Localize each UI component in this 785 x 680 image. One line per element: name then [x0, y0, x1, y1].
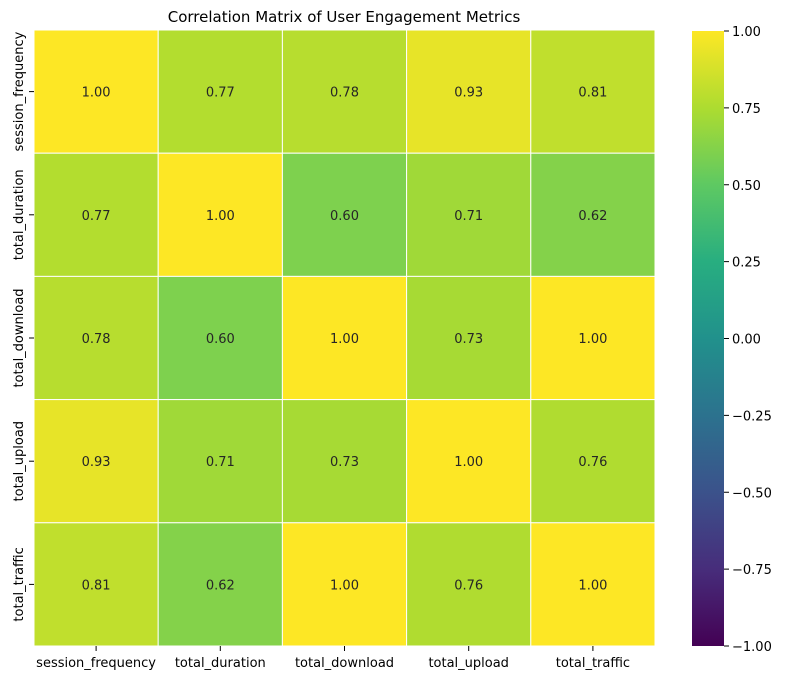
cell-value-label: 0.81 — [578, 86, 607, 101]
cell-value-label: 0.78 — [330, 86, 359, 101]
cell-value-label: 0.71 — [454, 209, 483, 224]
cell-value-label: 0.93 — [82, 455, 111, 470]
cell-value-label: 1.00 — [330, 332, 359, 347]
cell-value-label: 1.00 — [578, 332, 607, 347]
chart-title: Correlation Matrix of User Engagement Me… — [168, 8, 521, 26]
x-tick-label: total_upload — [428, 656, 509, 671]
cell-value-label: 0.73 — [454, 332, 483, 347]
y-tick-label: total_upload — [12, 421, 27, 502]
cell-value-label: 0.62 — [578, 209, 607, 224]
y-tick-label: total_download — [12, 288, 27, 387]
cell-value-label: 1.00 — [330, 578, 359, 593]
cell-value-label: 1.00 — [82, 86, 111, 101]
cell-value-label: 0.77 — [82, 209, 111, 224]
cell-value-label: 1.00 — [454, 455, 483, 470]
colorbar-tick-label: 0.00 — [732, 333, 761, 348]
cell-value-label: 0.76 — [454, 578, 483, 593]
colorbar-tick-label: −0.25 — [732, 409, 772, 424]
y-axis: session_frequency total_duration total_dow… — [12, 31, 34, 621]
cell-value-label: 0.77 — [206, 86, 235, 101]
colorbar: 1.00 0.75 0.50 0.25 0.00 −0.25 −0.50 −0.75 −1.00 — [692, 25, 772, 655]
colorbar-tick-label: −1.00 — [732, 640, 772, 655]
cell-value-label: 0.60 — [206, 332, 235, 347]
cell-value-label: 0.93 — [454, 86, 483, 101]
x-tick-label: session_frequency — [36, 656, 156, 671]
colorbar-tick-label: 1.00 — [732, 25, 761, 40]
cell-value-label: 0.78 — [82, 332, 111, 347]
colorbar-tick-label: 0.25 — [732, 256, 761, 271]
colorbar-tick-label: 0.50 — [732, 179, 761, 194]
cell-value-label: 0.62 — [206, 578, 235, 593]
cell-value-label: 0.81 — [82, 578, 111, 593]
x-tick-label: total_download — [295, 656, 394, 671]
cell-value-label: 0.60 — [330, 209, 359, 224]
y-tick-label: total_duration — [12, 169, 27, 260]
cell-value-label: 1.00 — [578, 578, 607, 593]
cell-value-label: 1.00 — [206, 209, 235, 224]
cell-value-label: 0.76 — [578, 455, 607, 470]
cell-value-label: 0.73 — [330, 455, 359, 470]
y-tick-label: total_traffic — [12, 547, 27, 621]
colorbar-tick-label: 0.75 — [732, 102, 761, 117]
colorbar-tick-label: −0.50 — [732, 486, 772, 501]
x-tick-label: total_traffic — [556, 656, 630, 671]
colorbar-tick-label: −0.75 — [732, 563, 772, 578]
cell-value-label: 0.71 — [206, 455, 235, 470]
x-tick-label: total_duration — [175, 656, 266, 671]
x-axis: session_frequency total_duration total_dow… — [36, 646, 630, 671]
y-tick-label: session_frequency — [12, 31, 27, 151]
colorbar-gradient — [692, 31, 724, 646]
